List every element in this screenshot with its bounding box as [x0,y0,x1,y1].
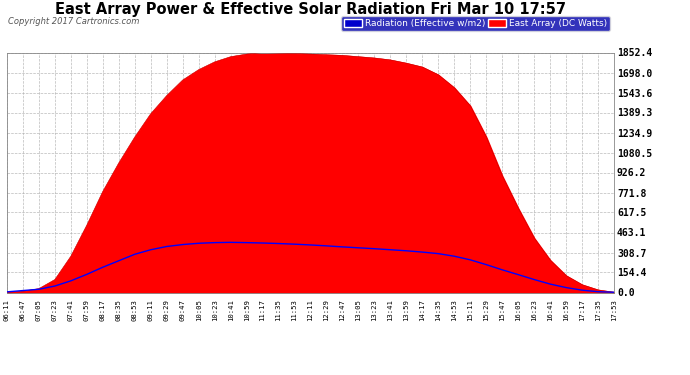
Legend: Radiation (Effective w/m2), East Array (DC Watts): Radiation (Effective w/m2), East Array (… [342,16,609,31]
Text: Copyright 2017 Cartronics.com: Copyright 2017 Cartronics.com [8,17,139,26]
Text: East Array Power & Effective Solar Radiation Fri Mar 10 17:57: East Array Power & Effective Solar Radia… [55,2,566,17]
